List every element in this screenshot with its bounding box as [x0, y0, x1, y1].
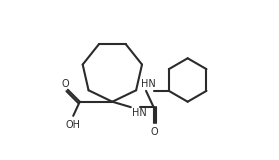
- Text: HN: HN: [132, 108, 147, 118]
- Text: O: O: [61, 79, 69, 89]
- Text: O: O: [150, 127, 158, 137]
- Text: OH: OH: [66, 120, 81, 130]
- Text: HN: HN: [141, 79, 156, 89]
